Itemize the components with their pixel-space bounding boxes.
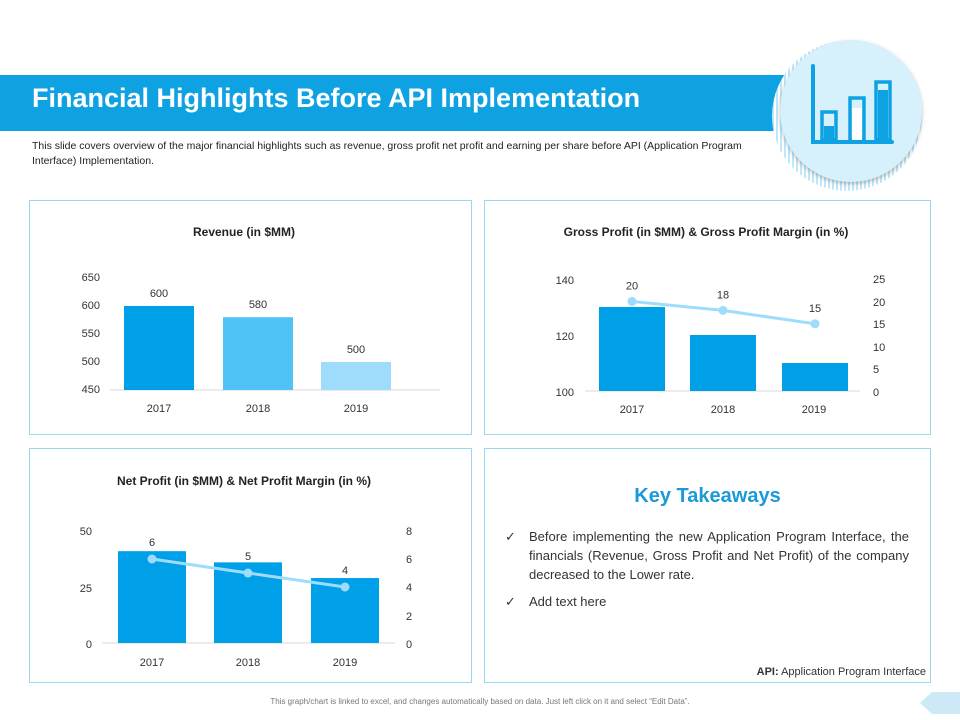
revenue-y-tick: 500 [82, 356, 100, 368]
gross-profit-bar-2018 [690, 335, 756, 391]
revenue-x-tick: 2019 [344, 403, 368, 415]
net-y2-tick: 4 [406, 582, 412, 594]
net-profit-chart: Net Profit (in $MM) & Net Profit Margin … [80, 474, 412, 669]
net-y2-tick: 6 [406, 554, 412, 566]
net-margin-label: 4 [342, 565, 348, 577]
gross-x-tick: 2018 [711, 404, 735, 416]
gross-margin-label: 20 [626, 280, 638, 292]
revenue-x-tick: 2017 [147, 403, 171, 415]
gross-y-tick: 140 [556, 275, 574, 287]
list-item: ✓ Add text here [505, 592, 909, 611]
revenue-bar-2019 [321, 362, 391, 390]
gross-y2-tick: 0 [873, 387, 879, 399]
corner-tab [920, 692, 960, 714]
net-y-tick: 25 [80, 583, 92, 595]
net-x-tick: 2017 [140, 657, 164, 669]
net-margin-point-2017 [147, 554, 157, 564]
key-takeaways-list: ✓ Before implementing the new Applicatio… [505, 527, 909, 619]
takeaway-text: Add text here [529, 594, 607, 609]
net-x-tick: 2019 [333, 657, 357, 669]
gross-y2-ticks: 25 20 15 10 5 0 [873, 274, 885, 399]
revenue-x-tick: 2018 [246, 403, 270, 415]
api-definition: API: Application Program Interface [757, 666, 926, 678]
gross-margin-point-2018 [718, 305, 728, 315]
revenue-chart: Revenue (in $MM) 650 600 550 500 450 600… [82, 225, 440, 415]
revenue-y-tick: 650 [82, 272, 100, 284]
revenue-data-label: 500 [347, 344, 365, 356]
net-profit-bar-2017 [118, 551, 186, 643]
net-y2-tick: 8 [406, 526, 412, 538]
net-margin-label: 5 [245, 551, 251, 563]
page-subtitle: This slide covers overview of the major … [32, 140, 742, 167]
gross-y2-tick: 25 [873, 274, 885, 286]
gross-y2-tick: 5 [873, 364, 879, 376]
list-item: ✓ Before implementing the new Applicatio… [505, 527, 909, 584]
key-takeaways-title: Key Takeaways [634, 485, 781, 507]
revenue-y-tick: 600 [82, 300, 100, 312]
gross-profit-chart-card: Gross Profit (in $MM) & Gross Profit Mar… [484, 200, 931, 435]
key-takeaways-card: Key Takeaways ✓ Before implementing the … [484, 448, 931, 683]
revenue-chart-title: Revenue (in $MM) [193, 225, 295, 239]
page-title: Financial Highlights Before API Implemen… [32, 83, 641, 113]
bar-chart-icon [811, 64, 894, 144]
edit-data-note: This graph/chart is linked to excel, and… [270, 697, 690, 706]
revenue-y-tick: 450 [82, 384, 100, 396]
takeaway-text: Before implementing the new Application … [529, 529, 909, 582]
net-profit-chart-card: Net Profit (in $MM) & Net Profit Margin … [29, 448, 472, 683]
net-y-ticks: 50 25 0 [80, 526, 92, 651]
gross-margin-point-2017 [627, 296, 637, 306]
net-profit-chart-title: Net Profit (in $MM) & Net Profit Margin … [117, 474, 371, 488]
net-y-tick: 0 [86, 639, 92, 651]
net-margin-point-2018 [243, 568, 253, 578]
api-meaning: Application Program Interface [781, 666, 926, 678]
net-x-tick: 2018 [236, 657, 260, 669]
gross-margin-point-2019 [810, 319, 820, 329]
gross-y2-tick: 20 [873, 297, 885, 309]
net-y2-tick: 2 [406, 611, 412, 623]
revenue-bar-2017 [124, 306, 194, 390]
net-y-tick: 50 [80, 526, 92, 538]
gross-profit-chart-title: Gross Profit (in $MM) & Gross Profit Mar… [564, 225, 849, 239]
gross-y2-tick: 10 [873, 342, 885, 354]
gross-profit-chart: Gross Profit (in $MM) & Gross Profit Mar… [556, 225, 886, 416]
net-y2-tick: 0 [406, 639, 412, 651]
net-y2-ticks: 8 6 4 2 0 [406, 526, 412, 651]
gross-y-tick: 120 [556, 331, 574, 343]
title-band [0, 75, 800, 131]
net-margin-label: 6 [149, 537, 155, 549]
revenue-chart-card: Revenue (in $MM) 650 600 550 500 450 600… [29, 200, 472, 435]
gross-profit-bar-2017 [599, 307, 665, 391]
gross-y-tick: 100 [556, 387, 574, 399]
revenue-data-label: 600 [150, 288, 168, 300]
revenue-bar-2018 [223, 317, 293, 390]
check-icon: ✓ [505, 594, 516, 609]
revenue-y-tick: 550 [82, 328, 100, 340]
gross-x-tick: 2017 [620, 404, 644, 416]
gross-profit-bar-2019 [782, 363, 848, 391]
revenue-data-label: 580 [249, 299, 267, 311]
api-term: API: [756, 666, 779, 678]
revenue-y-ticks: 650 600 550 500 450 [82, 272, 100, 396]
check-icon: ✓ [505, 529, 516, 544]
gross-margin-label: 18 [717, 289, 729, 301]
gross-x-tick: 2019 [802, 404, 826, 416]
gross-y-ticks: 140 120 100 [556, 275, 574, 399]
net-margin-point-2019 [340, 582, 350, 592]
gross-y2-tick: 15 [873, 319, 885, 331]
gross-margin-label: 15 [809, 303, 821, 315]
